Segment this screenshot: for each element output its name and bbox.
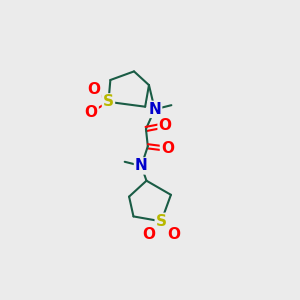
Text: O: O	[85, 105, 98, 120]
Text: O: O	[88, 82, 100, 98]
Text: O: O	[167, 226, 181, 242]
Text: S: S	[156, 214, 167, 229]
Text: N: N	[135, 158, 148, 173]
Text: O: O	[142, 226, 155, 242]
Text: O: O	[161, 141, 174, 156]
Text: N: N	[148, 102, 161, 117]
Text: S: S	[103, 94, 114, 110]
Text: O: O	[159, 118, 172, 133]
